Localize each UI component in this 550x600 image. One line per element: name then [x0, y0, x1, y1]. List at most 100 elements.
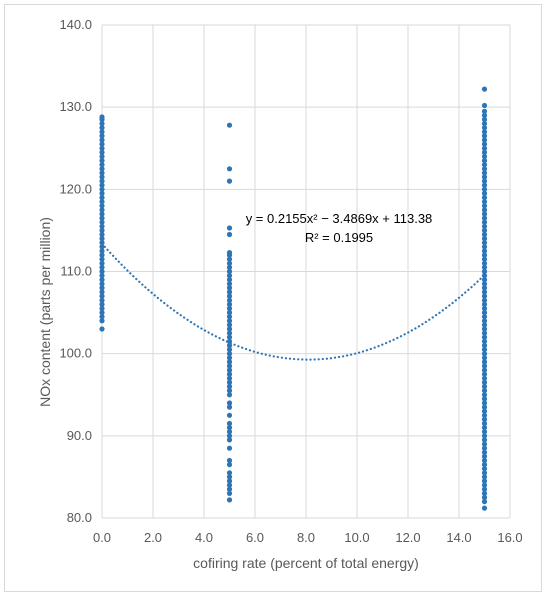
data-point	[226, 322, 233, 328]
data-point	[481, 478, 488, 484]
data-point	[99, 268, 105, 275]
data-point	[99, 236, 105, 242]
data-point	[481, 186, 488, 192]
chart-frame	[4, 4, 542, 592]
data-point	[99, 326, 105, 332]
data-point	[481, 347, 488, 353]
data-point	[481, 182, 488, 188]
x-tick-label: 10.0	[344, 530, 369, 545]
data-point	[481, 133, 488, 139]
data-point	[226, 326, 233, 332]
data-point	[99, 174, 105, 180]
trendline-group	[100, 242, 486, 361]
data-point	[481, 248, 488, 254]
data-point	[226, 231, 233, 238]
data-point	[99, 264, 105, 270]
data-point	[481, 425, 488, 431]
data-point	[481, 404, 488, 410]
data-point	[226, 367, 233, 373]
data-point	[481, 268, 488, 275]
data-point	[99, 133, 105, 139]
data-point	[226, 318, 233, 324]
data-point	[99, 114, 105, 120]
x-axis-ticks: 0.0 2.0 4.0 6.0 8.0 10.0 12.0 14.0 16.0	[93, 530, 523, 545]
data-point	[481, 273, 488, 279]
data-point	[99, 145, 105, 151]
data-point	[226, 363, 233, 369]
data-point	[99, 256, 105, 262]
data-point	[481, 215, 488, 221]
y-tick-label: 80.0	[67, 510, 92, 525]
data-point	[481, 125, 488, 131]
data-point	[226, 433, 233, 439]
data-point	[226, 497, 233, 503]
data-point	[99, 153, 105, 160]
data-point	[226, 297, 233, 303]
data-point	[481, 490, 488, 496]
data-point	[481, 149, 488, 155]
data-point	[481, 441, 488, 447]
data-point	[99, 182, 105, 188]
data-point	[481, 445, 488, 451]
data-point	[481, 338, 488, 344]
data-point	[481, 231, 488, 238]
data-point	[481, 379, 488, 385]
data-point	[226, 301, 233, 307]
x-axis-title: cofiring rate (percent of total energy)	[193, 555, 419, 571]
y-tick-label: 110.0	[60, 264, 92, 279]
data-point	[226, 425, 233, 431]
data-point	[481, 466, 488, 472]
y-tick-label: 100.0	[59, 346, 92, 361]
data-point	[481, 359, 488, 365]
data-point	[481, 112, 488, 118]
data-point	[99, 285, 105, 291]
data-point	[226, 420, 233, 427]
data-point	[99, 141, 105, 147]
x-tick-label: 12.0	[395, 530, 420, 545]
data-point	[481, 170, 488, 176]
trendline-equation: y = 0.2155x² − 3.4869x + 113.38	[246, 211, 433, 226]
data-point	[99, 207, 105, 213]
data-point	[481, 355, 488, 361]
data-point	[481, 252, 488, 258]
data-point	[99, 178, 105, 184]
data-point	[481, 207, 488, 213]
data-point	[481, 396, 488, 402]
data-point	[99, 195, 105, 201]
data-point	[481, 129, 488, 135]
data-point	[99, 260, 105, 266]
data-point	[99, 215, 105, 221]
data-point	[481, 108, 488, 114]
data-point	[481, 166, 488, 172]
data-point	[226, 462, 233, 468]
data-point	[481, 342, 488, 349]
data-point	[226, 359, 233, 365]
data-point	[481, 240, 488, 246]
data-point	[99, 137, 105, 143]
data-point	[226, 256, 233, 262]
data-point	[481, 505, 488, 511]
data-points	[99, 86, 488, 511]
data-point	[99, 252, 105, 258]
data-point	[481, 86, 488, 92]
data-point	[481, 293, 488, 299]
data-point	[481, 482, 488, 488]
data-point	[481, 153, 488, 160]
data-point	[481, 449, 488, 455]
x-tick-label: 16.0	[497, 530, 522, 545]
y-tick-label: 140.0	[59, 17, 92, 32]
data-point	[481, 318, 488, 324]
data-point	[226, 277, 233, 283]
data-point	[226, 264, 233, 270]
data-point	[481, 322, 488, 328]
data-point	[99, 166, 105, 172]
data-point	[226, 347, 233, 353]
data-point	[226, 330, 233, 336]
data-point	[481, 310, 488, 316]
data-point	[481, 388, 488, 394]
data-point	[99, 293, 105, 299]
data-point	[481, 416, 488, 422]
data-point	[481, 219, 488, 225]
x-tick-label: 8.0	[297, 530, 315, 545]
